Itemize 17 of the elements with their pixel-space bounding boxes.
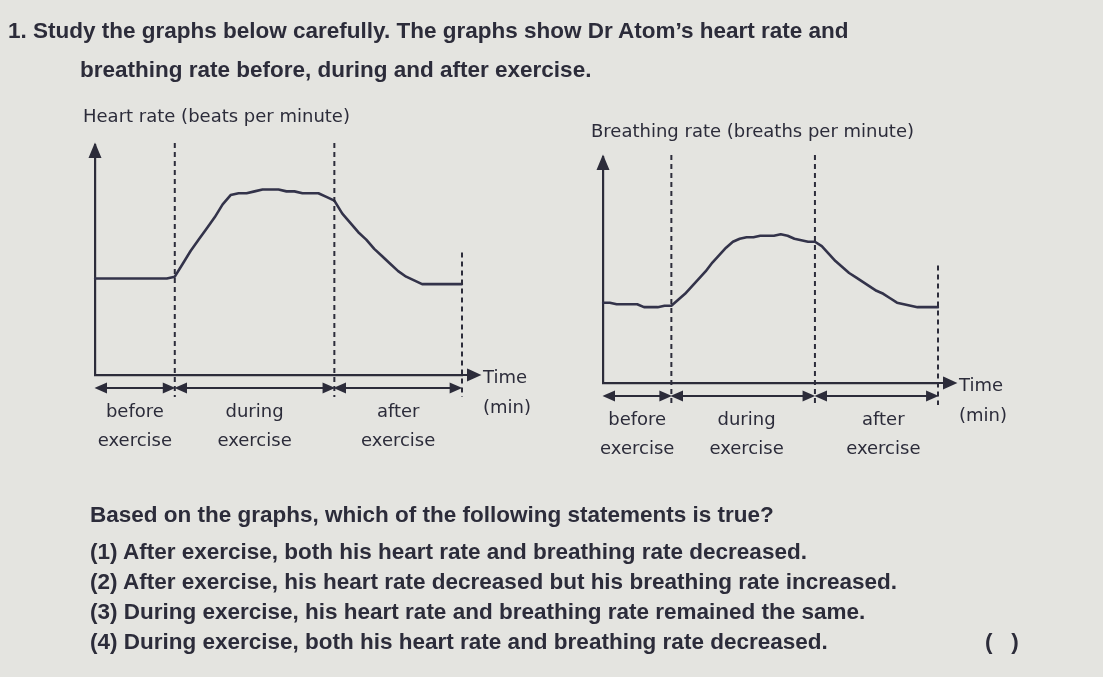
- text: (4) During exercise, both his heart rate and breathing rate decreased.: [90, 628, 829, 656]
- x-axis-title: Time (min): [482, 365, 531, 417]
- text: (3) During exercise, his heart rate and breathing rate remained the same.: [90, 598, 867, 626]
- x-tick-label: during exercise: [709, 407, 784, 459]
- x-tick-label: before exercise: [97, 399, 173, 451]
- y-axis-title: Heart rate (beats per minute): [83, 104, 350, 126]
- x-tick-label: after exercise: [361, 399, 436, 451]
- text: (2) After exercise, his heart rate decreased but his breathing rate increased.: [90, 568, 897, 596]
- x-tick-label: after exercise: [846, 407, 921, 459]
- y-axis-title: Breathing rate (breaths per minute): [591, 119, 915, 141]
- text: ( ): [985, 628, 1019, 656]
- x-axis-title: Time (min): [958, 373, 1007, 425]
- x-tick-label: before exercise: [600, 407, 675, 459]
- x-tick-label: during exercise: [217, 399, 292, 451]
- text: (1) After exercise, both his heart rate and breathing rate decreased.: [90, 538, 808, 566]
- text: 1. Study the graphs below carefully. The graphs show Dr Atom’s heart rate and breathing rate before, during and after exercise.: [7, 17, 850, 84]
- text: Based on the graphs, which of the following statements is true?: [90, 501, 775, 529]
